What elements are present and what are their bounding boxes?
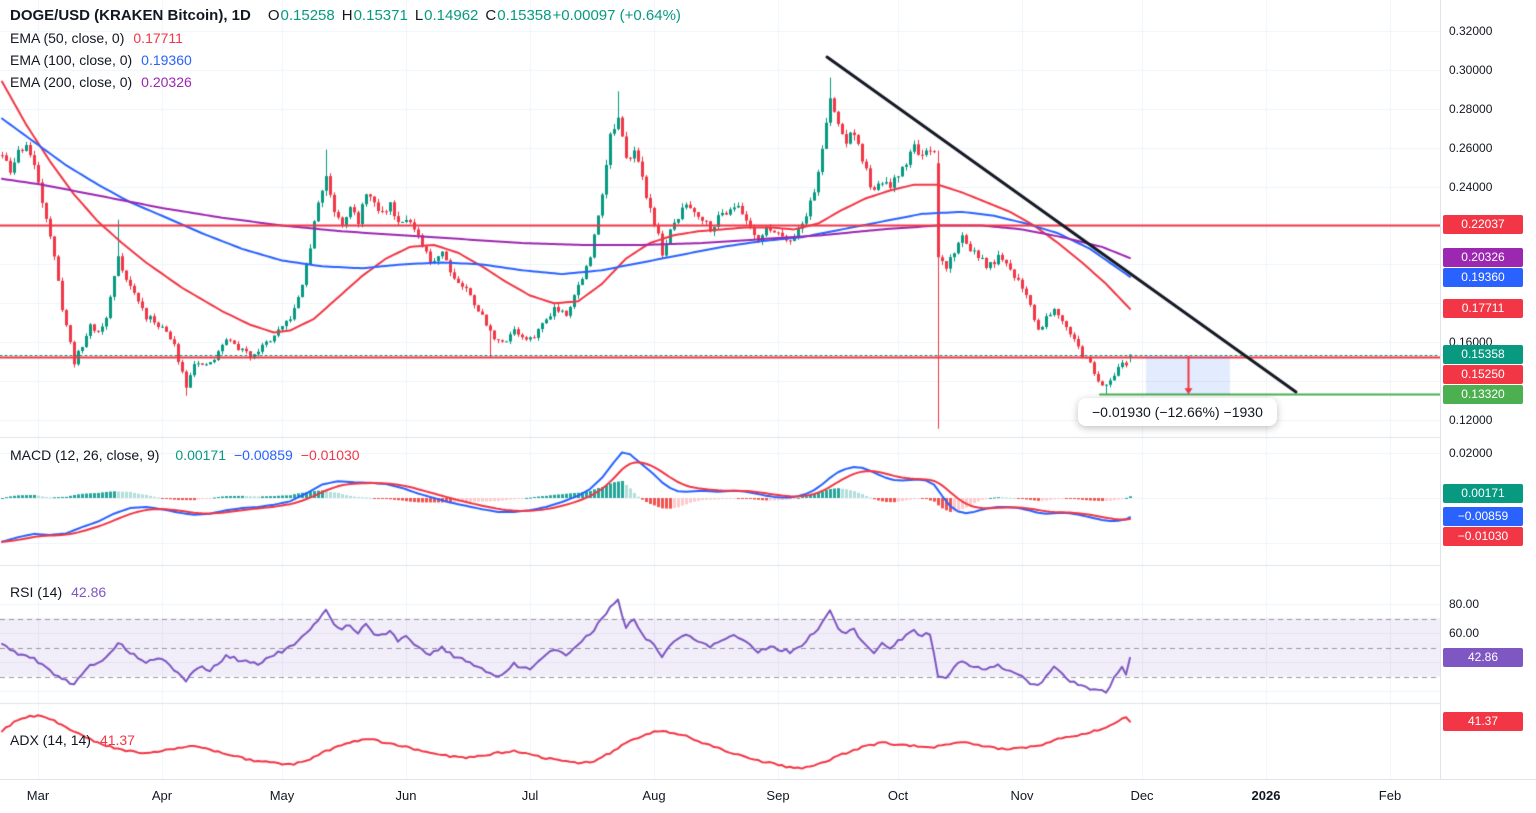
close-value: 0.15358 [497, 7, 552, 24]
time-tick-label: May [269, 788, 295, 803]
axis-tick-label: 80.00 [1449, 597, 1480, 611]
axis-tick-label: 0.28000 [1449, 101, 1493, 116]
price-badge: 0.20326 [1443, 248, 1523, 268]
open-value: 0.15258 [280, 7, 335, 24]
price-axis[interactable]: 0.32000 0.30000 0.28000 0.26000 0.24000 0.160… [1440, 0, 1536, 779]
symbol-title[interactable]: DOGE/USD (KRAKEN Bitcoin), 1D [10, 7, 251, 24]
time-tick-label: Mar [26, 788, 50, 803]
time-tick-label: Jun [395, 788, 417, 803]
price-badge: −0.00859 [1443, 507, 1523, 527]
axis-tick-label: 0.02000 [1449, 446, 1493, 461]
axis-tick-label: 0.26000 [1449, 140, 1493, 155]
time-tick-label: Oct [887, 788, 909, 803]
change-value: +0.00097 (+0.64%) [552, 7, 681, 24]
time-tick-label: Feb [1378, 788, 1402, 803]
high-value: 0.15371 [353, 7, 408, 24]
ema200-value: 0.20326 [141, 74, 192, 90]
adx-value: 41.37 [99, 732, 135, 748]
axis-tick-label: 0.32000 [1449, 24, 1493, 38]
macd-hist-value: 0.00171 [175, 447, 226, 463]
rsi-legend-row[interactable]: RSI (14) 42.86 [10, 581, 106, 603]
adx-label: ADX (14, 14) [10, 732, 91, 748]
ema100-legend-row[interactable]: EMA (100, close, 0) 0.19360 [10, 49, 681, 71]
price-badge: 41.37 [1443, 711, 1523, 731]
symbol-row[interactable]: DOGE/USD (KRAKEN Bitcoin), 1D O0.15258 H0.… [10, 5, 681, 27]
time-axis[interactable]: Mar Apr May Jun Jul Aug Sep Oct Nov Dec 2026 Feb [0, 779, 1536, 813]
price-badge: 0.00171 [1443, 484, 1523, 504]
macd-signal-value: −0.01030 [300, 447, 360, 463]
open-label: O [267, 7, 280, 24]
time-tick-label: Jul [521, 788, 539, 803]
price-range-tooltip: −0.01930 (−12.66%) −1930 [1078, 398, 1277, 426]
axis-tick-label: 60.00 [1449, 626, 1480, 640]
ema50-legend-row[interactable]: EMA (50, close, 0) 0.17711 [10, 27, 681, 49]
rsi-value: 42.86 [71, 584, 107, 600]
time-tick-label: Aug [642, 788, 666, 803]
time-tick-label: Apr [151, 788, 173, 803]
main-legend: DOGE/USD (KRAKEN Bitcoin), 1D O0.15258 H0.… [10, 5, 681, 93]
ema50-label: EMA (50, close, 0) [10, 30, 125, 46]
adx-legend-row[interactable]: ADX (14, 14) 41.37 [10, 729, 135, 751]
macd-line-value: −0.00859 [234, 447, 293, 463]
high-label: H [341, 7, 353, 24]
rsi-label: RSI (14) [10, 584, 63, 600]
price-badge: 0.22037 [1443, 214, 1523, 234]
price-badge: 0.15358 [1443, 344, 1523, 364]
price-badge: 0.13320 [1443, 384, 1523, 404]
low-value: 0.14962 [424, 7, 479, 24]
ema100-value: 0.19360 [141, 52, 192, 68]
axis-tick-label: 0.30000 [1449, 62, 1493, 77]
price-badge: 42.86 [1443, 647, 1523, 667]
ema100-label: EMA (100, close, 0) [10, 52, 133, 68]
ema200-legend-row[interactable]: EMA (200, close, 0) 0.20326 [10, 71, 681, 93]
axis-tick-label: 0.24000 [1449, 179, 1493, 194]
price-badge: 0.15250 [1443, 364, 1523, 384]
axis-tick-label: 0.12000 [1449, 413, 1493, 427]
low-label: L [414, 7, 424, 24]
macd-label: MACD (12, 26, close, 9) [10, 447, 160, 463]
price-range-tooltip-text: −0.01930 (−12.66%) −1930 [1092, 404, 1263, 420]
price-badge: 0.17711 [1443, 298, 1523, 318]
price-badge: 0.19360 [1443, 268, 1523, 288]
price-badge: −0.01030 [1443, 527, 1523, 547]
ema200-label: EMA (200, close, 0) [10, 74, 133, 90]
time-tick-label: Sep [766, 788, 790, 803]
time-tick-label: Nov [1010, 788, 1034, 803]
ema50-value: 0.17711 [133, 30, 183, 46]
time-tick-label: Dec [1130, 788, 1154, 803]
macd-legend-row[interactable]: MACD (12, 26, close, 9) 0.00171 −0.00859 −0… [10, 444, 360, 466]
time-tick-label: 2026 [1251, 788, 1281, 803]
close-label: C [485, 7, 497, 24]
